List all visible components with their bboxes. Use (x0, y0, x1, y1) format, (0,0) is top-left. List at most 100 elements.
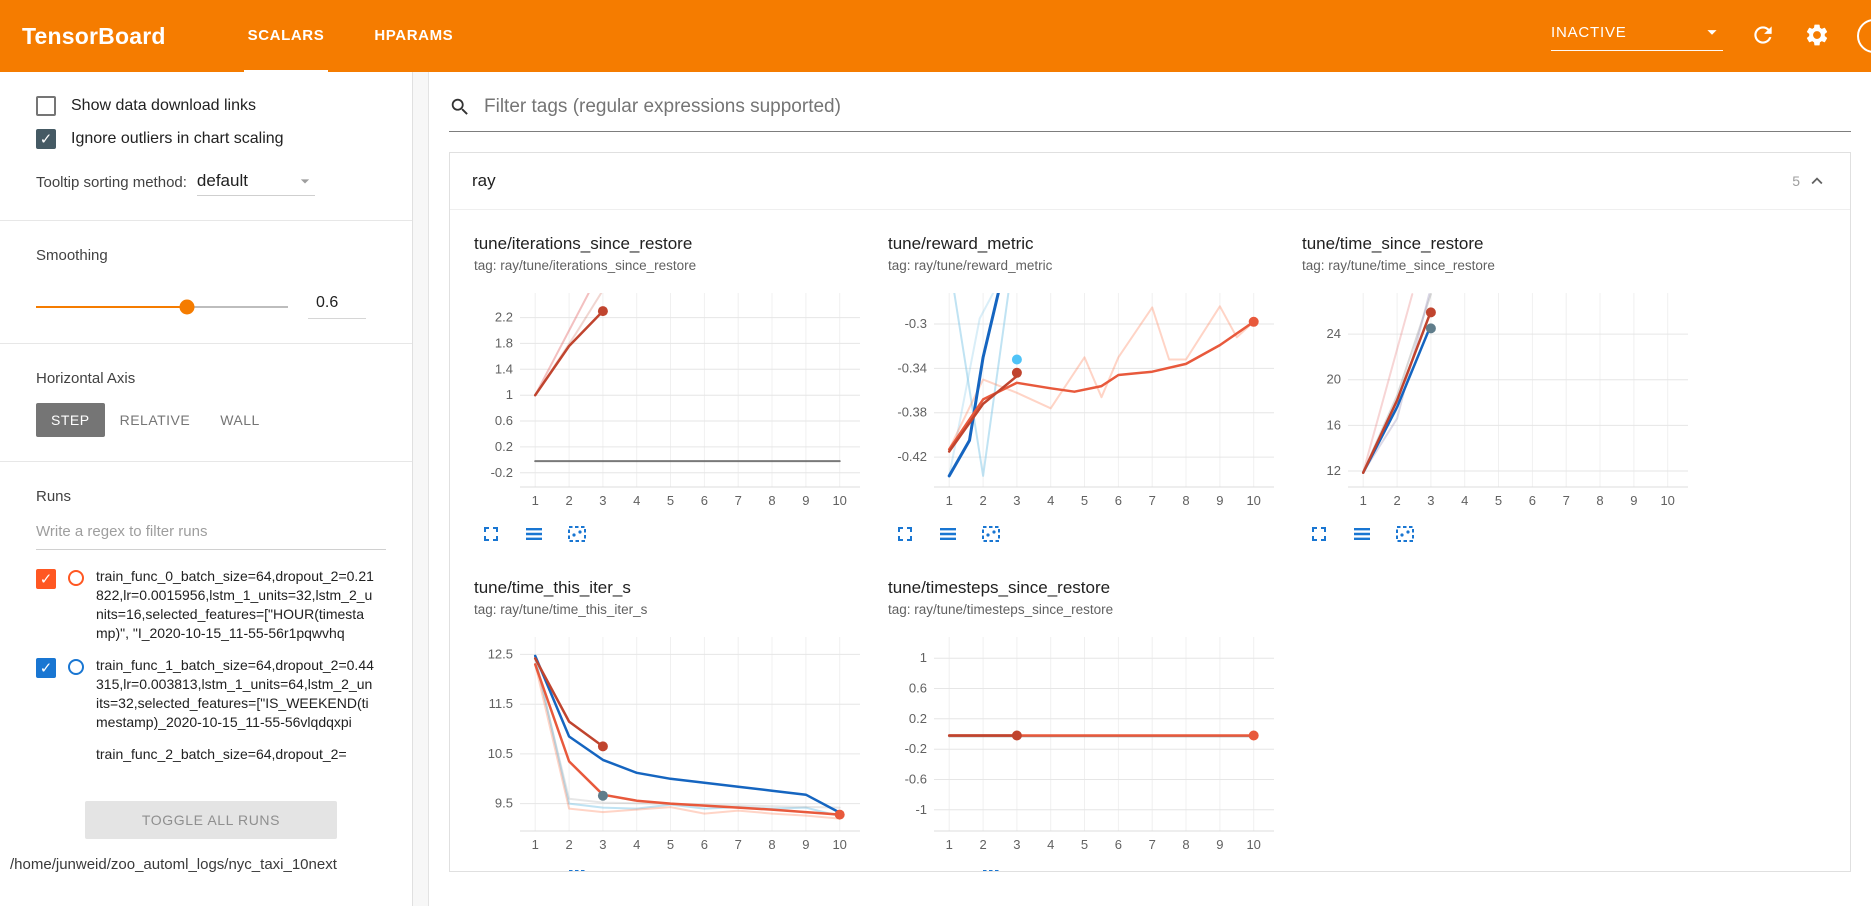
svg-text:0.2: 0.2 (495, 439, 513, 454)
fit-domain-button[interactable] (1392, 522, 1418, 548)
smoothing-value[interactable]: 0.6 (308, 294, 366, 319)
fit-domain-icon (1396, 526, 1414, 542)
run-item[interactable]: ✓ train_func_1_batch_size=64,dropout_2=0… (36, 656, 386, 732)
sidebar-scrollbar[interactable] (413, 72, 429, 906)
tag-filter-row (449, 96, 1851, 132)
svg-text:5: 5 (667, 837, 674, 852)
chart-title: tune/reward_metric (888, 234, 1034, 253)
fit-domain-button[interactable] (564, 866, 590, 871)
runs-menu-button[interactable] (521, 522, 547, 548)
svg-text:9: 9 (802, 837, 809, 852)
runs-menu-button[interactable] (521, 866, 547, 871)
chart-plot[interactable]: 1 2 3 4 5 6 7 8 9 10 -1 -0.6 -0.2 0.2 0.6 1 (888, 627, 1286, 864)
svg-text:7: 7 (735, 493, 742, 508)
svg-text:-0.2: -0.2 (491, 465, 513, 480)
runs-menu-icon (940, 528, 956, 540)
svg-text:8: 8 (1596, 493, 1603, 508)
expand-chart-button[interactable] (478, 866, 504, 871)
checkbox-unchecked-icon (36, 96, 56, 116)
tooltip-sorting-dropdown[interactable]: default (196, 171, 315, 196)
svg-text:6: 6 (1115, 837, 1122, 852)
run-item[interactable]: ✓ train_func_0_batch_size=64,dropout_2=0… (36, 567, 386, 643)
svg-text:12: 12 (1327, 463, 1341, 478)
runs-filter-input[interactable] (36, 517, 386, 550)
svg-text:6: 6 (701, 837, 708, 852)
refresh-button[interactable] (1749, 22, 1777, 50)
smoothing-slider-thumb[interactable] (179, 299, 195, 314)
chart-plot[interactable]: 1 2 3 4 5 6 7 8 9 10 -0.2 0.2 0.6 1 1.4 1.8 2.2 (474, 283, 872, 520)
status-dropdown[interactable]: INACTIVE (1551, 21, 1723, 51)
svg-text:3: 3 (1427, 493, 1434, 508)
chart-plot[interactable]: 1 2 3 4 5 6 7 8 9 10 12 16 20 24 (1302, 283, 1700, 520)
svg-text:12.5: 12.5 (488, 646, 513, 661)
svg-text:1: 1 (532, 837, 539, 852)
chart-plot[interactable]: 1 2 3 4 5 6 7 8 9 10 9.5 10.5 11.5 12.5 (474, 627, 872, 864)
horizontal-axis-label: Horizontal Axis (36, 370, 136, 387)
svg-text:10.5: 10.5 (488, 746, 513, 761)
settings-button[interactable] (1803, 22, 1831, 50)
chevron-up-icon[interactable] (1806, 170, 1828, 192)
svg-text:0.2: 0.2 (909, 711, 927, 726)
axis-relative-button[interactable]: RELATIVE (105, 403, 206, 437)
ignore-outliers-checkbox[interactable]: ✓ Ignore outliers in chart scaling (36, 129, 386, 149)
chart-actions (1306, 522, 1700, 548)
expand-chart-button[interactable] (892, 866, 918, 871)
svg-text:6: 6 (1115, 493, 1122, 508)
axis-step-button[interactable]: STEP (36, 403, 105, 437)
expand-icon (1312, 527, 1326, 541)
fit-domain-button[interactable] (564, 522, 590, 548)
expand-chart-button[interactable] (478, 522, 504, 548)
svg-text:4: 4 (1047, 837, 1054, 852)
toggle-all-runs-button[interactable]: TOGGLE ALL RUNS (85, 801, 337, 839)
tag-filter-input[interactable] (484, 96, 1851, 118)
runs-menu-button[interactable] (935, 522, 961, 548)
help-icon[interactable] (1857, 19, 1871, 53)
chart-actions (478, 866, 872, 871)
svg-text:10: 10 (1660, 493, 1674, 508)
svg-text:4: 4 (633, 493, 640, 508)
fit-domain-icon (982, 870, 1000, 871)
smoothing-slider[interactable] (36, 299, 288, 314)
runs-menu-icon (1354, 528, 1370, 540)
run-item[interactable]: train_func_2_batch_size=64,dropout_2= (36, 745, 386, 767)
svg-text:3: 3 (1013, 837, 1020, 852)
svg-text:8: 8 (1182, 493, 1189, 508)
header-actions: INACTIVE (1551, 19, 1871, 53)
smoothing-slider-fill (36, 305, 188, 308)
svg-text:3: 3 (1013, 493, 1020, 508)
tag-group-header[interactable]: ray 5 (450, 153, 1850, 210)
svg-text:20: 20 (1327, 372, 1341, 387)
gear-icon (1806, 24, 1828, 46)
svg-text:1: 1 (506, 387, 513, 402)
svg-text:-0.3: -0.3 (905, 316, 927, 331)
runs-menu-button[interactable] (1349, 522, 1375, 548)
expand-icon (898, 527, 912, 541)
show-download-links-checkbox[interactable]: Show data download links (36, 96, 386, 116)
main-content: ray 5 tune/iterations_since_restore tag:… (429, 72, 1871, 906)
expand-chart-button[interactable] (892, 522, 918, 548)
app-header: TensorBoard SCALARS HPARAMS INACTIVE (0, 0, 1871, 72)
chart-tag: tag: ray/tune/time_since_restore (1302, 258, 1495, 273)
svg-text:5: 5 (1081, 493, 1088, 508)
fit-domain-icon (982, 526, 1000, 542)
main-tabs: SCALARS HPARAMS (243, 0, 500, 72)
divider (0, 343, 412, 344)
fit-domain-icon (568, 526, 586, 542)
svg-text:7: 7 (1149, 837, 1156, 852)
chart-tag: tag: ray/tune/time_this_iter_s (474, 602, 648, 617)
svg-text:16: 16 (1327, 417, 1341, 432)
fit-domain-button[interactable] (978, 866, 1004, 871)
fit-domain-button[interactable] (978, 522, 1004, 548)
axis-wall-button[interactable]: WALL (205, 403, 275, 437)
runs-menu-button[interactable] (935, 866, 961, 871)
svg-text:4: 4 (1047, 493, 1054, 508)
run-label: train_func_0_batch_size=64,dropout_2=0.2… (96, 568, 374, 641)
svg-text:3: 3 (599, 837, 606, 852)
tab-hparams[interactable]: HPARAMS (374, 26, 454, 44)
refresh-icon (1754, 26, 1772, 44)
svg-text:5: 5 (1081, 837, 1088, 852)
svg-text:1.4: 1.4 (495, 361, 513, 376)
chart-plot[interactable]: 1 2 3 4 5 6 7 8 9 10 -0.42 -0.38 -0.34 -0.3 (888, 283, 1286, 520)
tab-scalars[interactable]: SCALARS (243, 0, 329, 72)
expand-chart-button[interactable] (1306, 522, 1332, 548)
